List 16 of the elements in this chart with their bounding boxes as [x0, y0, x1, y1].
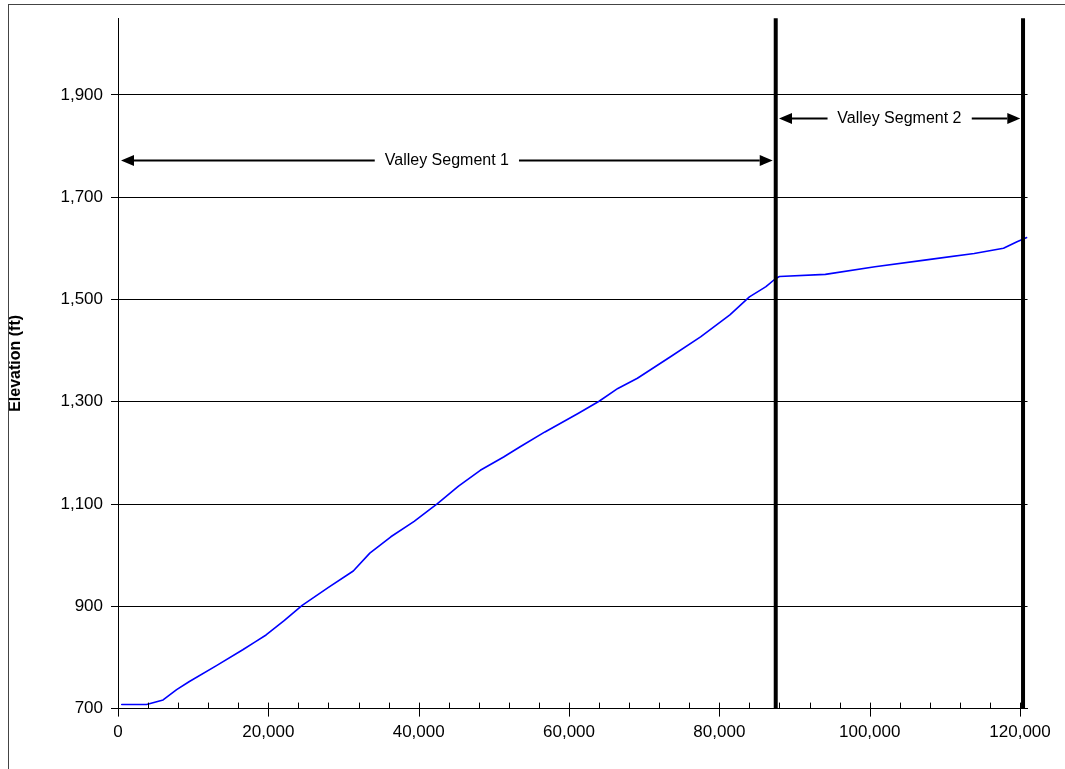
y-tick-label: 1,700: [60, 186, 103, 206]
x-tick-label: 0: [113, 722, 123, 742]
x-tick-label: 20,000: [242, 722, 295, 742]
x-tick-label: 40,000: [392, 722, 445, 742]
annotation: Valley Segment 2: [837, 108, 962, 126]
x-tick-label: 120,000: [989, 722, 1051, 742]
y-tick-label: 900: [74, 596, 103, 616]
y-tick-label: 700: [74, 698, 103, 718]
x-tick-label: 60,000: [543, 722, 596, 742]
y-tick-label: 1,500: [60, 289, 103, 309]
x-tick-label: 80,000: [693, 722, 746, 742]
annotation: Valley Segment 1: [384, 150, 510, 168]
x-tick-label: 100,000: [838, 722, 901, 742]
y-tick-label: 1,900: [60, 84, 103, 104]
y-tick-label: 1,300: [60, 391, 103, 411]
y-tick-label: 1,100: [60, 493, 103, 513]
